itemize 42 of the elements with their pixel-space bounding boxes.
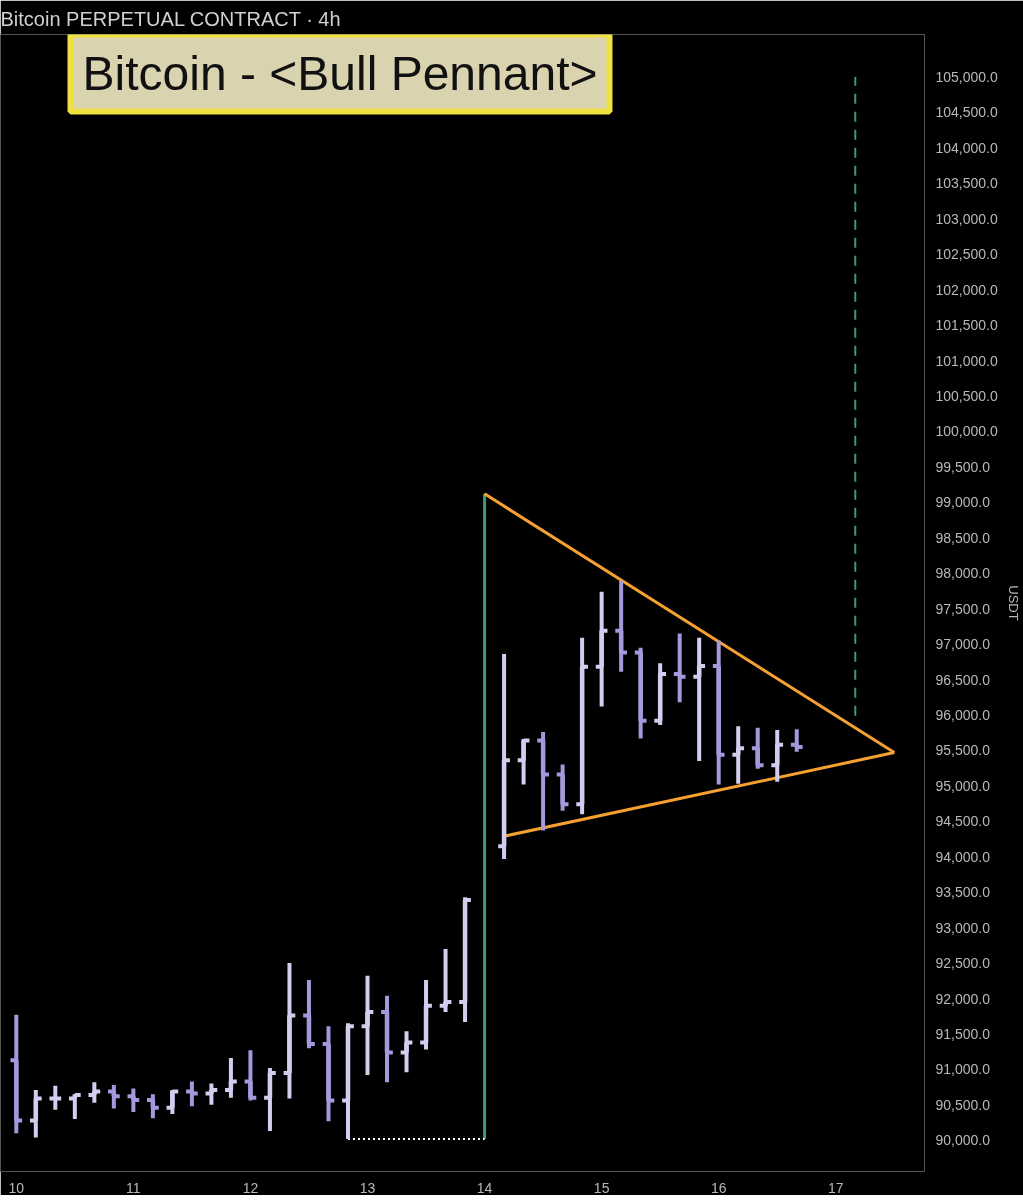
x-tick-label: 14 — [476, 1179, 493, 1196]
y-tick-label: 93,500.0 — [935, 884, 991, 901]
y-tick-label: 98,500.0 — [935, 529, 991, 546]
y-tick-label: 94,000.0 — [935, 848, 991, 865]
x-tick-label: 13 — [359, 1179, 376, 1196]
y-tick-label: 97,500.0 — [935, 600, 991, 617]
x-tick-label: 10 — [8, 1179, 25, 1196]
y-tick-label: 91,000.0 — [935, 1061, 991, 1078]
y-tick-label: 99,000.0 — [935, 494, 991, 511]
y-tick-label: 96,500.0 — [935, 671, 991, 688]
y-tick-label: 96,000.0 — [935, 707, 991, 723]
y-tick-label: 102,500.0 — [935, 246, 998, 263]
y-tick-label: 95,500.0 — [935, 742, 991, 759]
x-tick-label: 15 — [593, 1179, 610, 1196]
y-tick-label: 94,500.0 — [935, 813, 991, 830]
y-tick-label: 95,000.0 — [935, 777, 991, 794]
y-tick-label: 104,500.0 — [935, 104, 998, 121]
y-tick-label: 99,500.0 — [935, 458, 991, 475]
x-tick-label: 17 — [827, 1179, 844, 1196]
y-tick-label: 90,500.0 — [935, 1096, 991, 1113]
chart-title: Bitcoin - <Bull Pennant> — [82, 46, 598, 100]
y-tick-label: 104,000.0 — [935, 139, 998, 156]
chart-subtitle: Bitcoin PERPETUAL CONTRACT · 4h — [0, 7, 341, 30]
y-tick-label: 101,500.0 — [935, 317, 998, 334]
y-tick-label: 100,000.0 — [935, 423, 998, 440]
y-tick-label: 92,500.0 — [935, 955, 991, 972]
y-tick-label: 90,000.0 — [935, 1132, 991, 1149]
x-tick-label: 11 — [126, 1179, 141, 1196]
y-tick-label: 100,500.0 — [935, 388, 998, 405]
y-tick-label: 92,000.0 — [935, 990, 991, 1007]
x-tick-label: 12 — [242, 1179, 259, 1196]
y-axis-title: USDT — [1005, 585, 1021, 621]
y-tick-label: 91,500.0 — [935, 1025, 991, 1042]
y-tick-label: 102,000.0 — [935, 281, 998, 298]
y-tick-label: 98,000.0 — [935, 565, 991, 582]
y-tick-label: 101,000.0 — [935, 352, 998, 369]
x-tick-label: 16 — [710, 1179, 727, 1196]
y-tick-label: 103,000.0 — [935, 210, 998, 227]
y-tick-label: 105,000.0 — [935, 69, 998, 86]
y-tick-label: 103,500.0 — [935, 175, 998, 192]
y-tick-label: 93,000.0 — [935, 919, 991, 936]
y-tick-label: 97,000.0 — [935, 636, 991, 653]
